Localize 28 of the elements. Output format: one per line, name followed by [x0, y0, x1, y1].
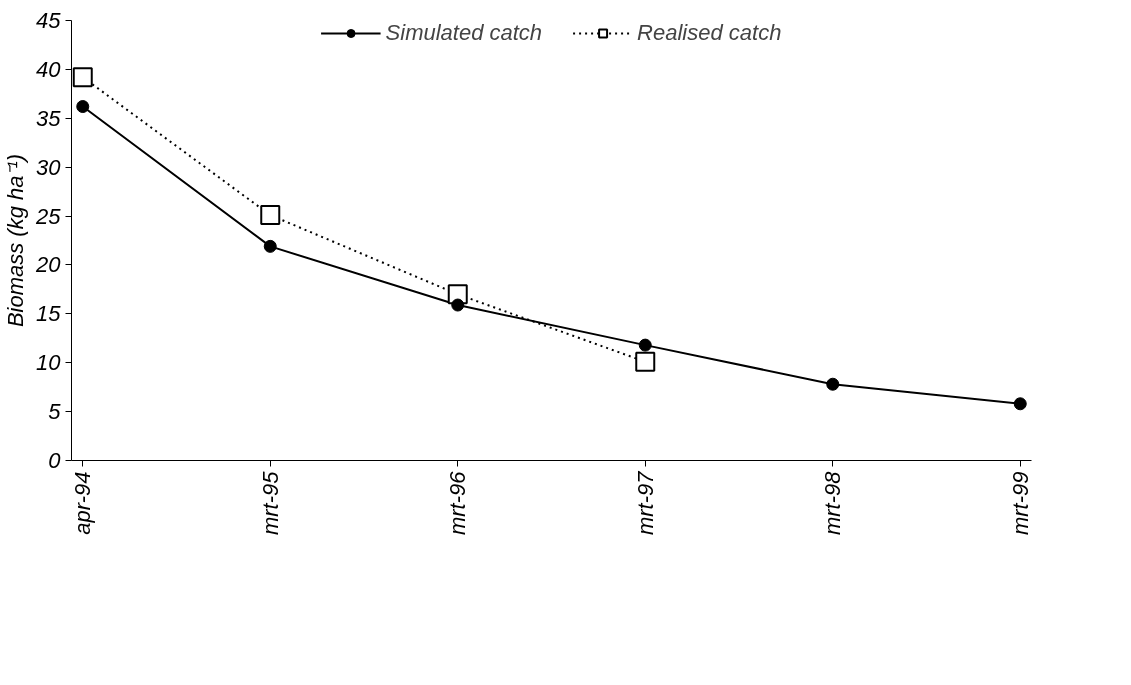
legend-label: Realised catch	[637, 20, 782, 46]
y-tick-label: 0	[48, 448, 62, 473]
x-tick-label: apr-94	[70, 471, 96, 535]
y-tick-label: 30	[36, 154, 62, 180]
point	[76, 100, 90, 114]
y-tick-label: 20	[35, 252, 62, 278]
point	[72, 67, 93, 88]
x-tick-label: mrt-96	[445, 470, 471, 536]
y-tick-label: 5	[48, 399, 62, 425]
point	[638, 338, 652, 352]
y-tick-label: 45	[36, 8, 62, 33]
y-tick-label: 40	[36, 56, 62, 82]
point	[260, 205, 281, 226]
point	[635, 351, 656, 372]
point	[826, 377, 840, 391]
y-tick-label: 10	[36, 350, 62, 376]
y-tick-label: 25	[35, 203, 62, 229]
x-tick-label: mrt-98	[820, 470, 846, 536]
legend-label: Simulated catch	[385, 20, 543, 46]
point	[263, 239, 277, 253]
x-tick-label: mrt-95	[257, 470, 283, 536]
y-axis-title: Biomass (kg ha⁻¹)	[3, 153, 29, 328]
x-tick-label: mrt-97	[632, 470, 658, 536]
y-tick-label: 35	[36, 105, 62, 131]
point	[451, 298, 465, 312]
y-tick-label: 15	[36, 301, 62, 327]
x-tick-label: mrt-99	[1007, 471, 1033, 536]
point	[1013, 397, 1027, 411]
